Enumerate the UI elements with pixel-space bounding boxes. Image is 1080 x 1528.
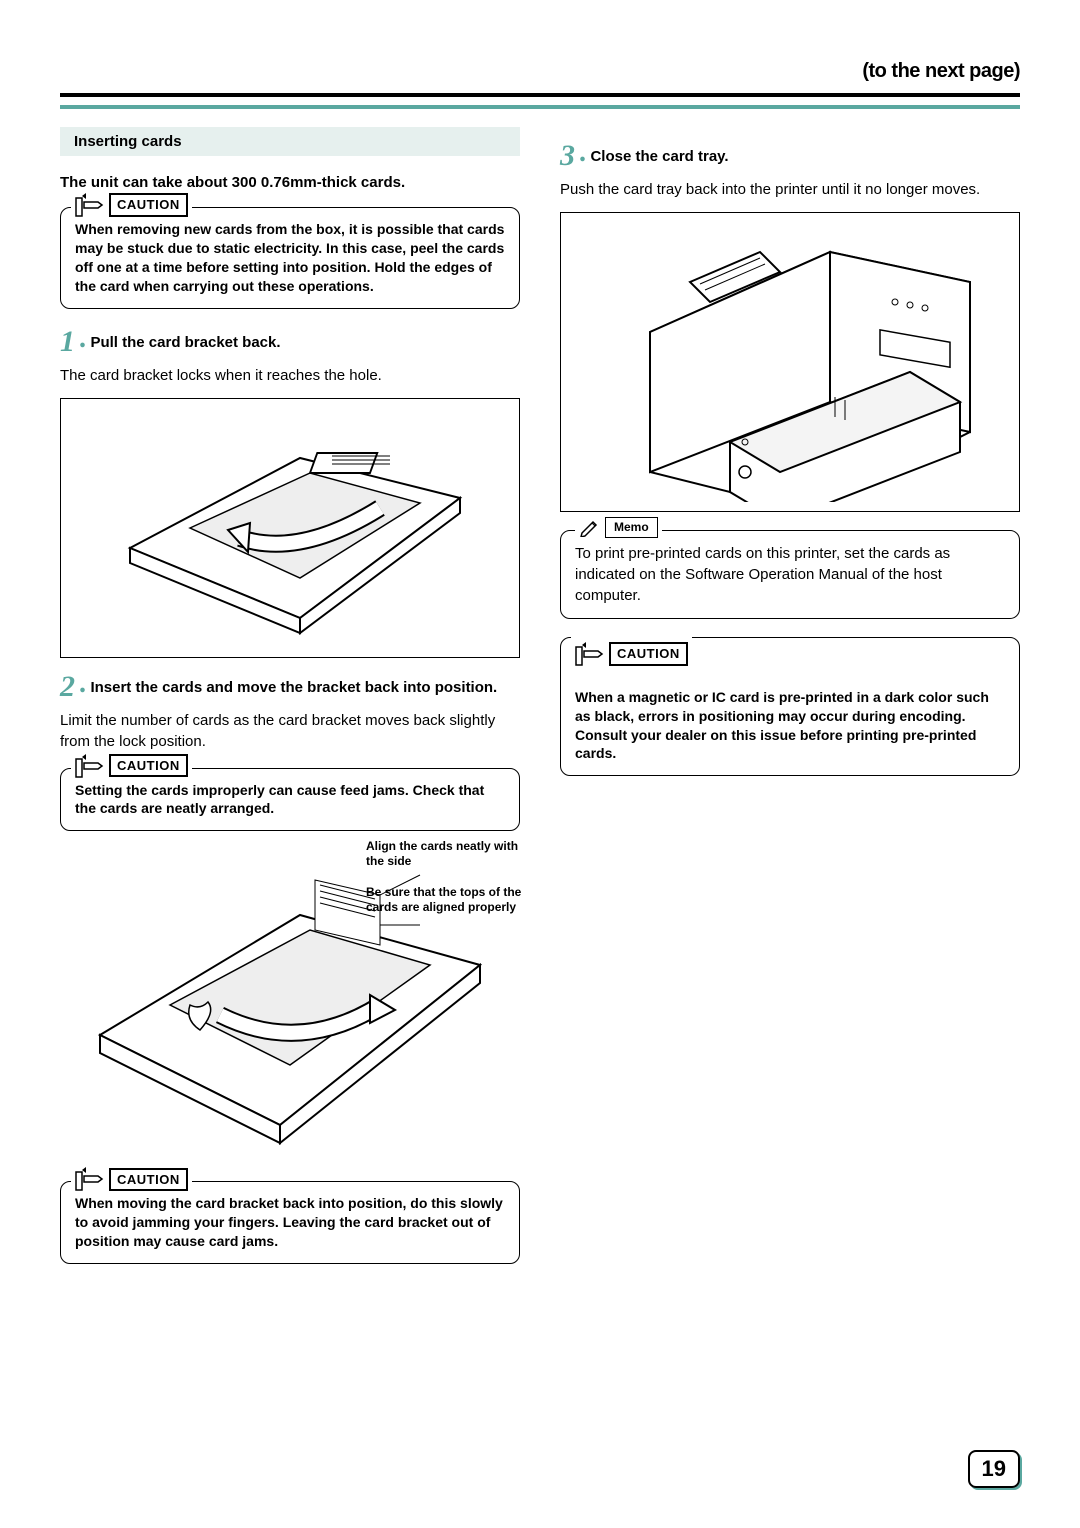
caution-label: CAUTION <box>109 754 188 778</box>
caution-tag: CAUTION <box>71 753 192 779</box>
left-column: Inserting cards The unit can take about … <box>60 127 520 1278</box>
step-3-body: Push the card tray back into the printer… <box>560 179 1020 200</box>
step-dot: . <box>579 137 586 168</box>
caution-tag: CAUTION <box>71 1166 192 1192</box>
caution-1-text: When removing new cards from the box, it… <box>75 221 504 294</box>
step-3-num: 3 <box>560 139 575 172</box>
caution-2-text: Setting the cards improperly can cause f… <box>75 782 484 817</box>
right-column: 3. Close the card tray. Push the card tr… <box>560 127 1020 1278</box>
caution-box-3: CAUTION When moving the card bracket bac… <box>60 1181 520 1264</box>
page-number: 19 <box>968 1450 1020 1488</box>
step-dot: . <box>79 323 86 354</box>
step-1-body: The card bracket locks when it reaches t… <box>60 365 520 386</box>
caution-box-2: CAUTION Setting the cards improperly can… <box>60 768 520 832</box>
caution-box-1: CAUTION When removing new cards from the… <box>60 207 520 309</box>
step-2-body: Limit the number of cards as the card br… <box>60 710 520 752</box>
top-rule <box>60 93 1020 97</box>
step-1-title: Pull the card bracket back. <box>90 334 280 351</box>
figure-2-wrapper: Align the cards neatly with the side Be … <box>60 845 520 1165</box>
step-2: 2. Insert the cards and move the bracket… <box>60 668 520 704</box>
memo-tag: Memo <box>575 517 662 538</box>
caution-4-text: When a magnetic or IC card is pre-printe… <box>575 689 989 762</box>
hand-icon <box>575 622 605 686</box>
callout-align-side: Align the cards neatly with the side <box>366 839 526 868</box>
step-2-num: 2 <box>60 670 75 703</box>
hand-icon <box>75 753 105 779</box>
memo-text: To print pre-printed cards on this print… <box>575 545 950 604</box>
memo-box: Memo To print pre-printed cards on this … <box>560 530 1020 619</box>
step-3-title: Close the card tray. <box>590 148 728 165</box>
hand-icon <box>75 1166 105 1192</box>
caution-tag: CAUTION <box>71 192 192 218</box>
printer-illustration <box>580 222 1000 502</box>
pencil-icon <box>579 517 601 537</box>
step-3: 3. Close the card tray. <box>560 137 1020 173</box>
caution-label: CAUTION <box>109 1168 188 1192</box>
printer-tray-illustration-1 <box>100 418 480 638</box>
memo-label: Memo <box>605 517 658 538</box>
callout-align-top: Be sure that the tops of the cards are a… <box>366 885 526 914</box>
caution-box-4: CAUTION When a magnetic or IC card is pr… <box>560 637 1020 776</box>
header-next-page: (to the next page) <box>60 60 1020 83</box>
caution-tag: CAUTION <box>571 622 692 686</box>
step-1-num: 1 <box>60 325 75 358</box>
step-dot: . <box>79 668 86 699</box>
content-columns: Inserting cards The unit can take about … <box>60 127 1020 1278</box>
figure-1 <box>60 398 520 658</box>
step-1: 1. Pull the card bracket back. <box>60 323 520 359</box>
caution-3-text: When moving the card bracket back into p… <box>75 1195 503 1249</box>
caution-label: CAUTION <box>609 642 688 666</box>
teal-bar <box>60 105 1020 109</box>
section-title: Inserting cards <box>60 127 520 156</box>
step-2-title: Insert the cards and move the bracket ba… <box>90 679 497 696</box>
caution-label: CAUTION <box>109 193 188 217</box>
intro-text: The unit can take about 300 0.76mm-thick… <box>60 174 520 191</box>
figure-3 <box>560 212 1020 512</box>
hand-icon <box>75 192 105 218</box>
